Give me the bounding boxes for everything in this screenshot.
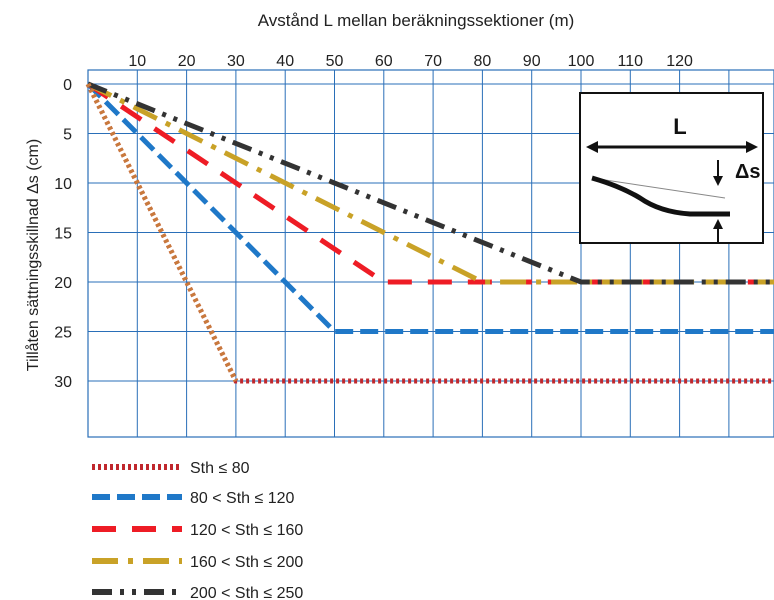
inset-diagram: L Δs xyxy=(579,92,764,244)
x-tick-label: 120 xyxy=(666,53,693,70)
legend-label-2: 80 < Sth ≤ 120 xyxy=(190,490,295,507)
inset-settlement-curve xyxy=(591,175,730,217)
x-tick-label: 110 xyxy=(618,53,644,70)
series-lines xyxy=(85,81,774,384)
y-tick-label: 5 xyxy=(63,127,72,144)
y-axis-title: Tillåten sättningsskillnad Δs (cm) xyxy=(24,139,42,371)
y-tick-label: 15 xyxy=(54,226,72,243)
series-line-5 xyxy=(87,81,774,285)
x-tick-label: 60 xyxy=(375,53,393,70)
y-tick-label: 10 xyxy=(54,176,72,193)
x-tick-label: 50 xyxy=(326,53,344,70)
legend-label-5: 200 < Sth ≤ 250 xyxy=(190,585,303,600)
legend: Sth ≤ 80 80 < Sth ≤ 120 120 < Sth ≤ 160 160… xyxy=(92,460,303,600)
inset-frame xyxy=(579,92,764,244)
y-tick-label: 30 xyxy=(54,374,72,391)
x-tick-label: 30 xyxy=(227,53,245,70)
y-tick-label: 0 xyxy=(63,77,72,94)
x-tick-label: 70 xyxy=(424,53,442,70)
series-line-3 xyxy=(86,81,774,285)
x-tick-label: 90 xyxy=(523,53,541,70)
y-tick-label: 20 xyxy=(54,275,72,292)
inset-delta-arrowhead-bottom xyxy=(713,219,723,229)
inset-arrowhead-right xyxy=(746,141,758,153)
inset-length-label: L xyxy=(673,114,686,139)
x-tick-labels: 10 20 30 40 50 60 70 80 90 100 110 120 xyxy=(128,53,693,70)
legend-label-1: Sth ≤ 80 xyxy=(190,460,250,477)
inset-delta-label: Δs xyxy=(735,161,761,183)
inset-reference-line xyxy=(591,177,726,199)
legend-label-3: 120 < Sth ≤ 160 xyxy=(190,522,303,539)
series-line-2 xyxy=(86,82,774,334)
x-tick-label: 20 xyxy=(178,53,196,70)
y-tick-labels: 0 5 10 15 20 25 30 xyxy=(54,77,72,391)
legend-label-4: 160 < Sth ≤ 200 xyxy=(190,554,303,571)
x-axis-title: Avstånd L mellan beräkningssektioner (m) xyxy=(258,11,575,30)
y-tick-label: 25 xyxy=(54,325,72,342)
x-tick-label: 100 xyxy=(568,53,595,70)
x-tick-label: 40 xyxy=(276,53,294,70)
x-tick-label: 10 xyxy=(128,53,146,70)
x-tick-label: 80 xyxy=(474,53,492,70)
inset-delta-arrowhead-top xyxy=(713,176,723,186)
inset-arrowhead-left xyxy=(586,141,598,153)
series-line-extra xyxy=(85,82,239,383)
